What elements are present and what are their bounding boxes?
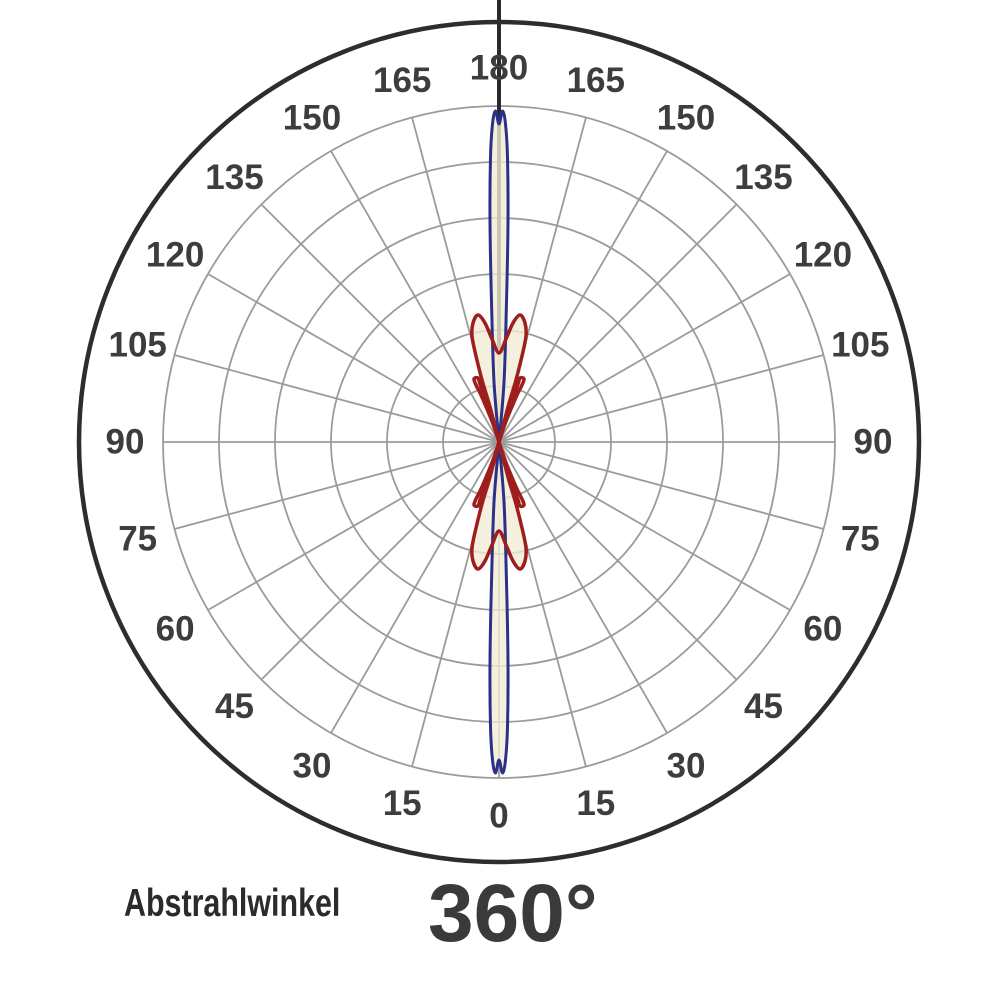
angle-label-150: 150: [657, 99, 715, 138]
wide-beam-plane-side-lobe-outline: [497, 440, 526, 509]
angle-label-135: 135: [205, 158, 263, 197]
angle-label-15: 15: [576, 784, 615, 823]
outer-frame-circle: [76, 19, 922, 865]
angle-label-105: 105: [108, 326, 166, 365]
narrow-beam-plane-outline: [488, 109, 510, 444]
wide-beam-plane-main-lobe-fill: [471, 315, 527, 442]
angle-label-30: 30: [293, 746, 332, 785]
angle-label-30: 30: [667, 746, 706, 785]
beam-angle-value: 360°: [428, 868, 598, 959]
wide-beam-plane-side-lobe-outline: [472, 440, 501, 509]
wide-beam-plane-main-lobe-outline: [470, 313, 528, 444]
angle-label-165: 165: [567, 61, 625, 100]
angle-label-120: 120: [146, 236, 204, 275]
angle-label-75: 75: [118, 519, 157, 558]
angle-label-15: 15: [383, 784, 422, 823]
angle-labels: 0 151530304545606075759090105105120120135…: [106, 49, 893, 836]
angle-label-180: 180: [470, 49, 528, 88]
beam-lobe-outlines: [470, 109, 528, 775]
beam-angle-caption: Abstrahlwinkel: [124, 882, 341, 925]
angle-label-75: 75: [841, 519, 880, 558]
wide-beam-plane-main-lobe-fill: [471, 442, 527, 569]
wide-beam-plane-main-lobe-outline: [470, 440, 528, 571]
angle-label-90: 90: [854, 423, 893, 462]
angle-label-45: 45: [744, 687, 783, 726]
angle-label-45: 45: [215, 687, 254, 726]
angle-label-150: 150: [283, 99, 341, 138]
wide-beam-plane-side-lobe-outline: [497, 375, 526, 444]
angle-label-0: 0: [489, 797, 508, 836]
angle-label-90: 90: [106, 423, 145, 462]
angle-label-60: 60: [156, 610, 195, 649]
wide-beam-plane-side-lobe-outline: [472, 375, 501, 444]
angle-label-135: 135: [734, 158, 792, 197]
narrow-beam-plane-outline: [488, 440, 510, 775]
angle-label-105: 105: [831, 326, 889, 365]
angle-label-165: 165: [373, 61, 431, 100]
angle-label-120: 120: [794, 236, 852, 275]
angle-label-60: 60: [803, 610, 842, 649]
